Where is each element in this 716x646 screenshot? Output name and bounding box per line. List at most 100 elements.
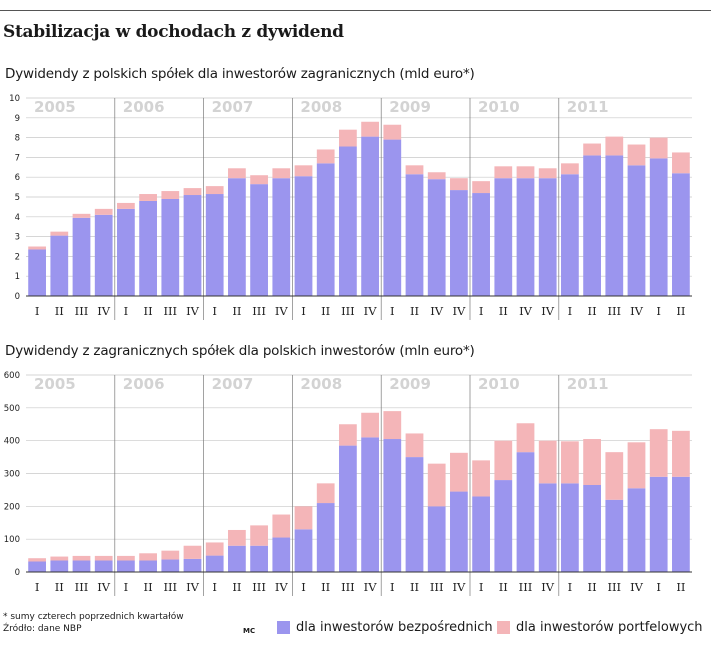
bar-direct [250,545,268,572]
bar-portfolio [339,129,357,147]
y-tick-label: 1 [15,272,20,282]
bar-direct [516,178,535,296]
bar-portfolio [472,460,490,497]
bar-direct [72,217,91,296]
bar-direct [28,249,46,296]
year-label: 2011 [567,98,609,116]
legend-label-portfolio: dla inwestorów portfelowych [516,620,703,635]
x-tick-label: II [588,580,597,594]
bar-direct [649,476,668,572]
x-tick-label: I [390,304,395,318]
bar-direct [94,214,113,296]
bar-direct [161,559,180,572]
y-tick-label: 8 [15,134,20,144]
bar-direct [272,537,291,572]
bar-direct [538,178,557,296]
year-label: 2006 [123,98,165,116]
x-tick-label: II [499,304,508,318]
bar-direct [94,560,113,572]
x-tick-label: II [55,304,64,318]
bar-portfolio [605,452,624,500]
bar-portfolio [627,144,646,166]
x-tick-label: III [519,580,533,594]
x-tick-label: III [75,580,89,594]
x-tick-label: I [301,580,306,594]
bar-direct [139,200,157,296]
x-tick-label: III [607,304,621,318]
year-label: 2007 [212,375,254,393]
x-tick-label: II [232,304,241,318]
bar-direct [627,488,646,572]
x-tick-label: IV [452,580,466,594]
bar-portfolio [561,441,579,484]
bar-portfolio [561,163,579,175]
x-tick-label: IV [275,304,289,318]
bar-portfolio [72,555,91,561]
x-tick-label: IV [630,304,644,318]
x-tick-label: IV [275,580,289,594]
bar-direct [272,178,291,296]
bar-direct [316,163,335,296]
x-tick-label: I [479,580,484,594]
x-tick-label: I [124,580,129,594]
x-tick-label: IV [519,304,533,318]
chart-imports-dividends: 0 100 200 300 400 500 600 2005 2006 2007 2008 2009 2… [4,371,692,596]
x-tick-label: I [212,580,217,594]
x-tick-label: III [252,580,266,594]
bar-direct [583,484,601,572]
year-label: 2008 [300,98,342,116]
x-tick-label: I [301,304,306,318]
bar-portfolio [649,137,668,159]
x-tick-label: IV [452,304,466,318]
bar-portfolio [538,168,557,179]
y-tick-label: 200 [4,502,20,512]
bar-portfolio [383,411,402,440]
bar-portfolio [405,165,424,175]
bar-direct [339,445,357,572]
y-tick-label: 500 [4,404,20,414]
chart-title-imports: Dywidendy z zagranicznych spółek dla pol… [5,343,475,359]
bar-portfolio [627,442,646,489]
bar-direct [561,174,579,296]
y-tick-label: 300 [4,470,20,480]
x-tick-label: II [144,304,153,318]
bar-direct [405,457,424,572]
bar-portfolio [294,506,313,530]
bar-direct [516,452,535,572]
x-tick-label: I [479,304,484,318]
bar-portfolio [538,440,557,484]
bar-portfolio [339,424,357,446]
bar-direct [205,194,224,296]
bar-direct [205,555,224,572]
x-tick-label: IV [541,304,555,318]
x-tick-label: III [430,580,444,594]
y-tick-label: 0 [15,292,20,302]
year-label: 2010 [478,375,520,393]
bar-portfolio [316,149,335,164]
bar-portfolio [494,166,513,179]
bar-portfolio [72,213,91,218]
bar-direct [583,155,601,296]
year-label: 2006 [123,375,165,393]
bar-direct [117,208,135,296]
x-tick-label: II [676,580,685,594]
x-tick-label: IV [364,304,378,318]
bar-direct [361,136,379,296]
bar-portfolio [139,553,157,561]
y-tick-label: 4 [15,213,20,223]
x-tick-label: I [568,304,573,318]
bar-direct [117,560,135,572]
bar-portfolio [450,178,468,191]
bar-direct [627,165,646,296]
bar-direct [50,235,69,296]
year-label: 2008 [300,375,342,393]
x-tick-label: III [252,304,266,318]
author-credit: MC [243,627,256,635]
bar-portfolio [94,208,113,215]
x-tick-label: II [321,304,330,318]
x-tick-label: II [55,580,64,594]
bar-portfolio [427,172,446,180]
legend-swatch-direct [277,621,290,634]
x-tick-label: I [568,580,573,594]
top-rule [0,10,711,11]
